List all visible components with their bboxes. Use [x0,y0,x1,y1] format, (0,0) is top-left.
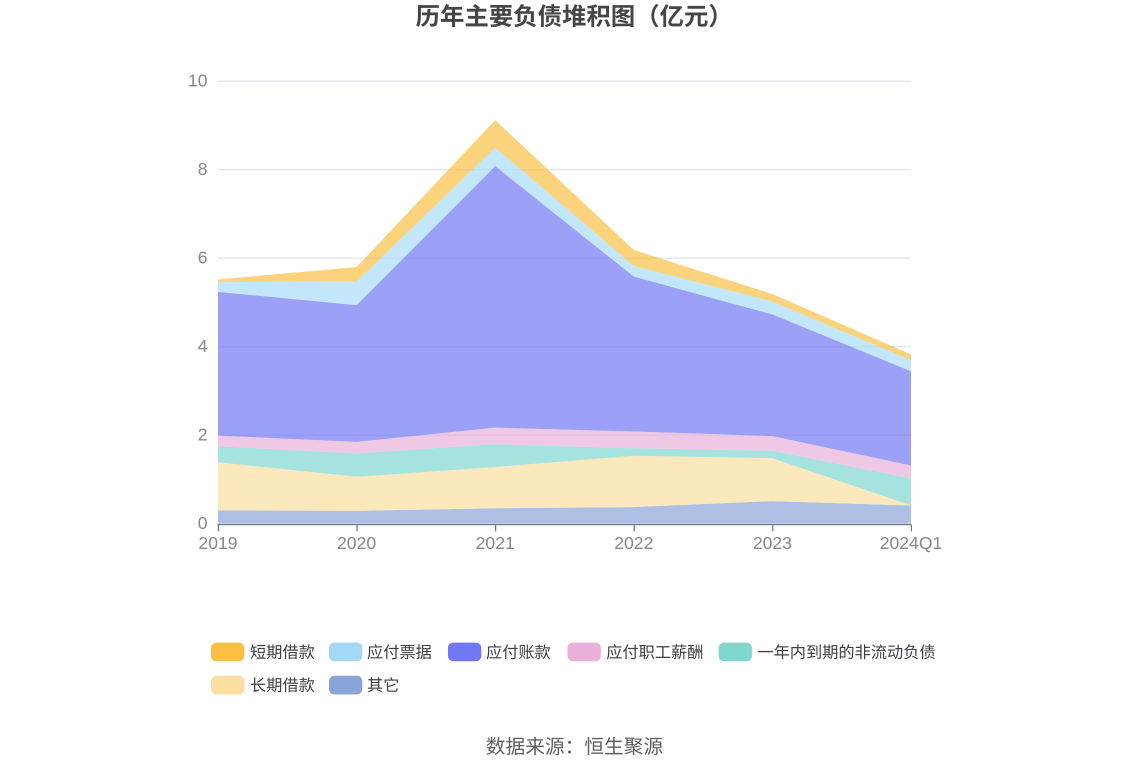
svg-text:2022: 2022 [614,533,653,553]
svg-text:4: 4 [198,336,208,356]
svg-text:2023: 2023 [753,533,792,553]
svg-text:2020: 2020 [337,533,376,553]
svg-text:2021: 2021 [476,533,515,553]
svg-text:2: 2 [198,425,208,445]
svg-text:0: 0 [198,513,208,533]
svg-text:2019: 2019 [198,533,237,553]
svg-text:8: 8 [198,159,208,179]
svg-text:10: 10 [188,71,208,91]
svg-text:2024Q1: 2024Q1 [880,533,943,553]
svg-text:6: 6 [198,248,208,268]
